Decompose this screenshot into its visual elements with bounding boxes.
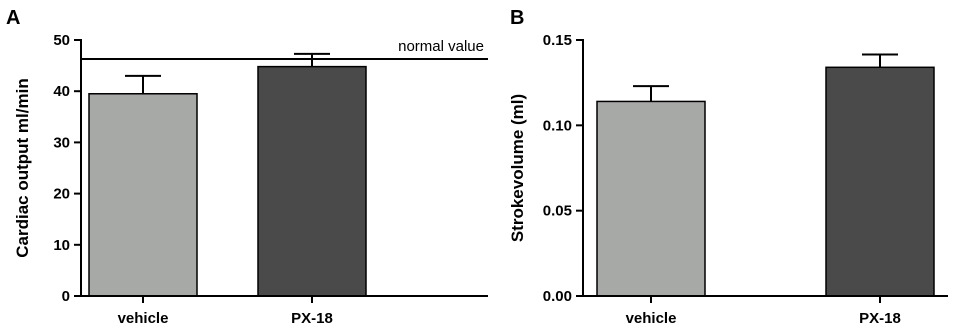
reference-line-label: normal value	[398, 38, 484, 55]
category-label: PX-18	[859, 310, 901, 327]
y-tick-label: 0	[62, 288, 70, 305]
y-tick-label: 0.15	[543, 32, 572, 49]
category-label: vehicle	[118, 310, 169, 327]
y-tick-label: 30	[53, 134, 70, 151]
y-tick-label: 0.05	[543, 203, 572, 220]
y-axis-title: Cardiac output ml/min	[13, 78, 32, 257]
bar-vehicle	[88, 93, 198, 297]
y-tick-label: 10	[53, 237, 70, 254]
y-tick-label: 20	[53, 186, 70, 203]
panel-label: A	[6, 7, 20, 29]
panel-label: B	[510, 7, 524, 29]
bar-vehicle	[596, 100, 706, 297]
y-tick-label: 50	[53, 32, 70, 49]
y-tick-label: 0.00	[543, 288, 572, 305]
y-tick-label: 40	[53, 83, 70, 100]
y-tick-label: 0.10	[543, 117, 572, 134]
bar-px-18	[825, 66, 935, 297]
category-label: vehicle	[626, 310, 677, 327]
bar-px-18	[257, 65, 367, 297]
y-axis-title: Strokevolume (ml)	[508, 94, 527, 242]
category-label: PX-18	[291, 310, 333, 327]
